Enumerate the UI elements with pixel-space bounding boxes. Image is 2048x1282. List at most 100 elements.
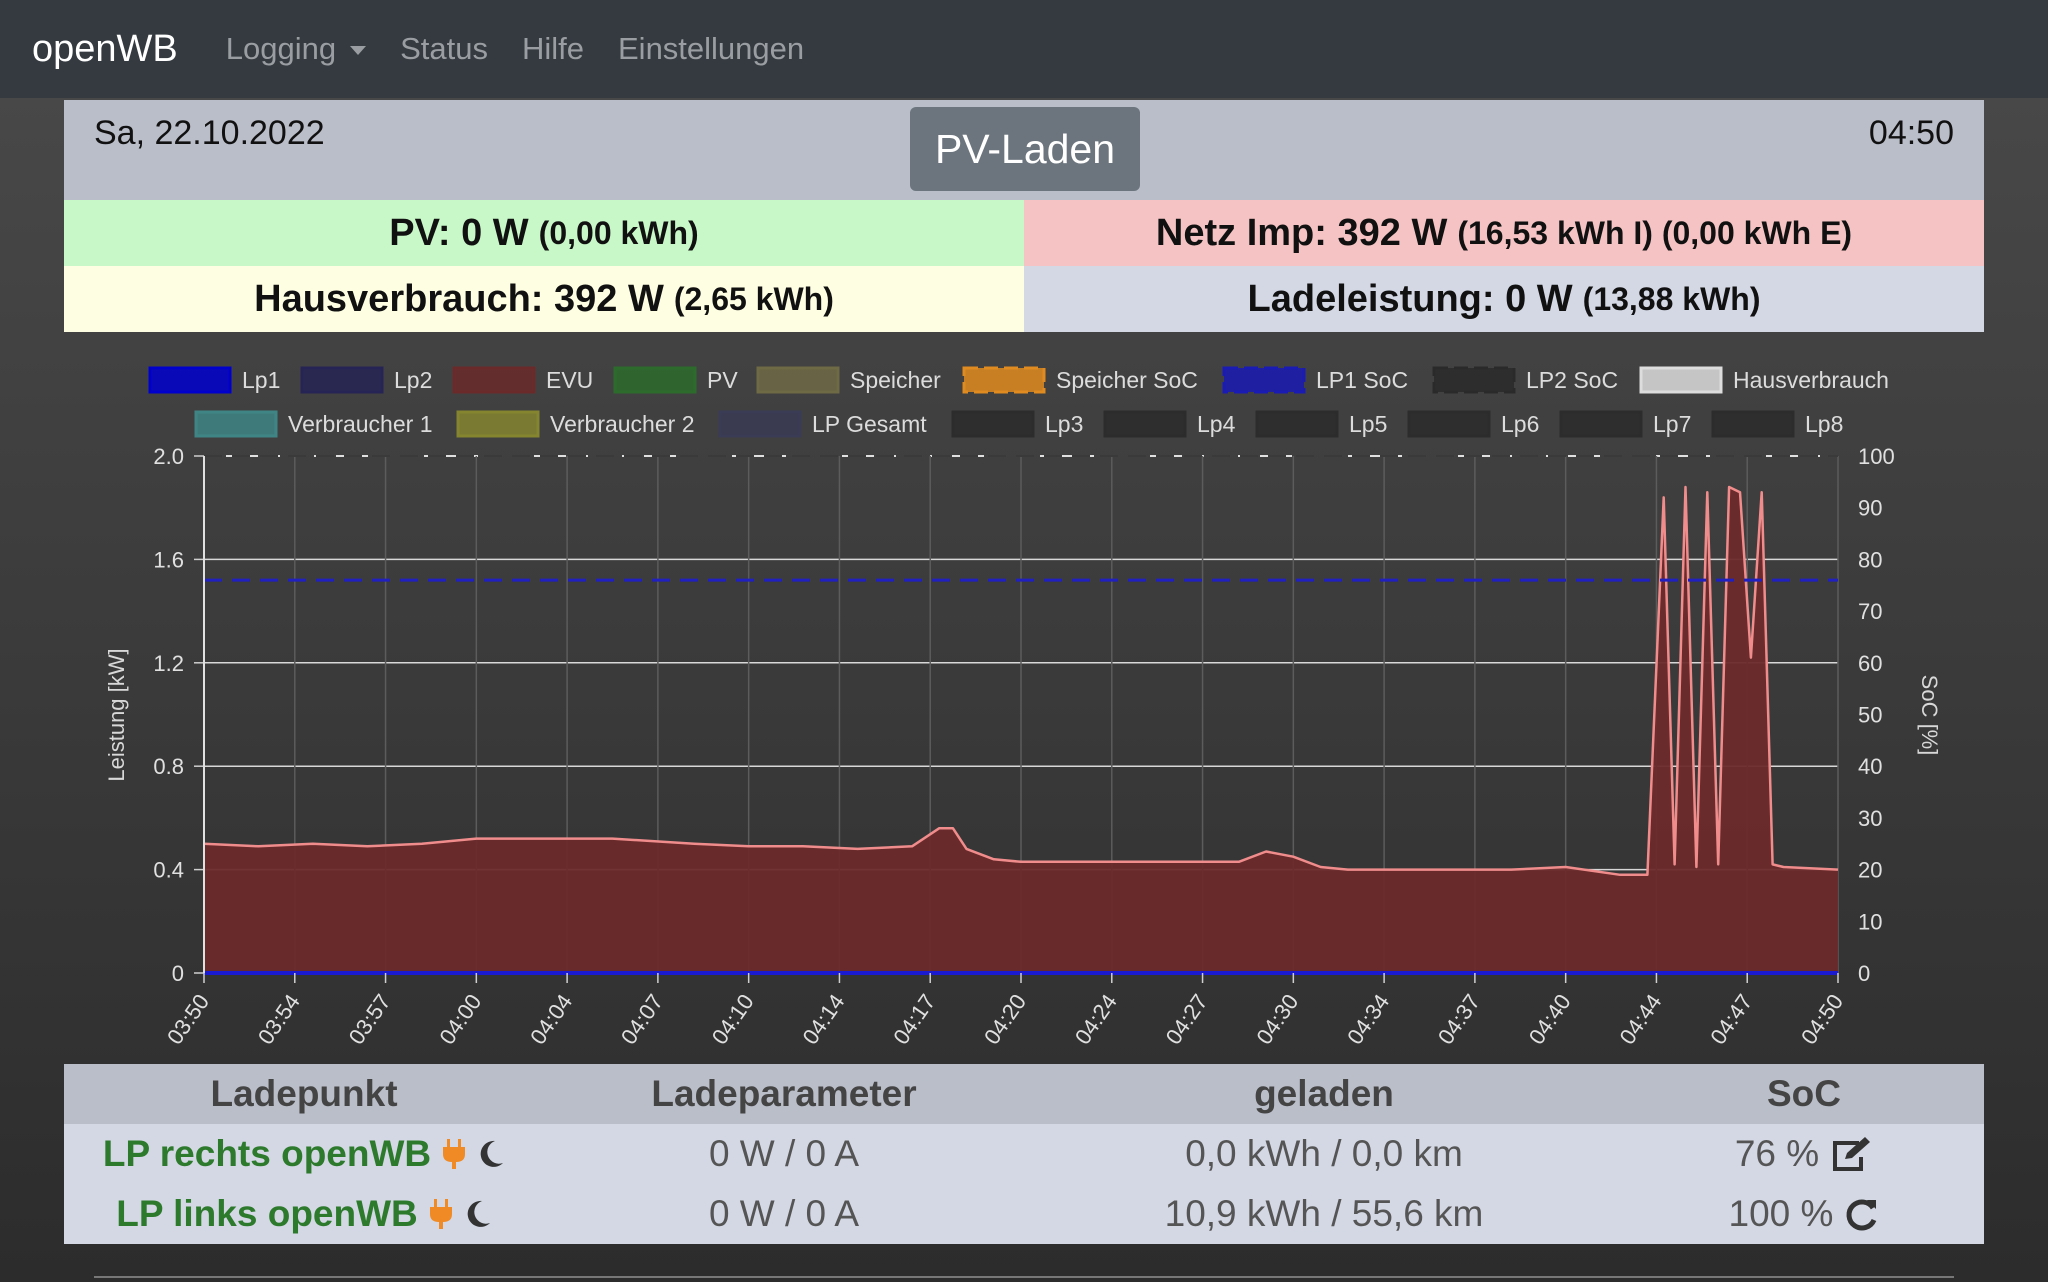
power-summary: PV: 0 W (0,00 kWh) Netz Imp: 392 W (16,5…: [64, 200, 1984, 332]
header-ladeparameter: Ladeparameter: [651, 1073, 917, 1114]
x-tick-label: 04:27: [1161, 990, 1213, 1049]
current-date: Sa, 22.10.2022: [94, 114, 325, 152]
y2-tick-label: 50: [1858, 703, 1882, 728]
nav-einstellungen[interactable]: Einstellungen: [618, 31, 805, 66]
legend-swatch[interactable]: [1222, 366, 1306, 394]
y2-tick-label: 40: [1858, 754, 1882, 779]
y2-tick-label: 60: [1858, 651, 1882, 676]
legend-label[interactable]: Verbraucher 1: [288, 411, 432, 437]
charge-mode-button[interactable]: PV-Laden: [910, 107, 1140, 191]
legend-swatch[interactable]: [718, 410, 802, 438]
legend-label[interactable]: Lp2: [394, 367, 432, 393]
legend-label[interactable]: Lp4: [1197, 411, 1236, 437]
nav-status[interactable]: Status: [400, 31, 488, 66]
table-row: LP links openWB 0 W / 0 A 10,9 kWh / 55,…: [64, 1184, 1984, 1244]
legend-swatch[interactable]: [1103, 410, 1187, 438]
legend-label[interactable]: LP1 SoC: [1316, 367, 1408, 393]
y-tick-label: 0.8: [153, 754, 184, 779]
chargepoint-name: LP rechts openWB: [102, 1133, 432, 1174]
header-ladepunkt: Ladepunkt: [210, 1073, 398, 1114]
chart-legend: Lp1 Lp2 EVU PV Speicher Speicher SoC LP1 SoC LP…: [148, 366, 1889, 438]
chargepoint-table: Ladepunkt Ladeparameter geladen SoC LP r…: [64, 1064, 1984, 1244]
y-tick-label: 0: [172, 961, 184, 986]
legend-label[interactable]: Lp7: [1653, 411, 1691, 437]
charged-amount: 0,0 kWh / 0,0 km: [1185, 1133, 1463, 1174]
legend-swatch[interactable]: [194, 410, 278, 438]
pv-power: PV: 0 W: [389, 211, 529, 254]
y2-tick-label: 10: [1858, 909, 1882, 934]
legend-label[interactable]: Speicher: [850, 367, 941, 393]
legend-label[interactable]: Lp8: [1805, 411, 1843, 437]
grid-summary: Netz Imp: 392 W (16,53 kWh I) (0,00 kWh …: [1024, 200, 1984, 266]
header-geladen: geladen: [1254, 1073, 1394, 1114]
charged-amount: 10,9 kWh / 55,6 km: [1164, 1193, 1484, 1234]
legend-label[interactable]: Speicher SoC: [1056, 367, 1198, 393]
y-tick-label: 1.2: [153, 651, 184, 676]
soc-cell: 76 %: [1624, 1124, 1984, 1184]
y-tick-label: 0.4: [153, 858, 184, 883]
charge-power: Ladeleistung: 0 W: [1247, 277, 1573, 320]
x-tick-label: 04:24: [1070, 990, 1122, 1049]
plug-icon: [429, 1199, 452, 1229]
chargepoint-name-cell[interactable]: LP links openWB: [64, 1184, 544, 1244]
x-tick-label: 04:04: [525, 990, 577, 1049]
y2-axis-title: SoC [%]: [1917, 675, 1942, 756]
legend-swatch[interactable]: [456, 410, 540, 438]
legend-swatch[interactable]: [148, 366, 232, 394]
legend-swatch[interactable]: [1711, 410, 1795, 438]
x-tick-label: 04:34: [1342, 990, 1394, 1049]
legend-label[interactable]: Lp6: [1501, 411, 1539, 437]
legend-label[interactable]: LP Gesamt: [812, 411, 927, 437]
chargepoint-name: LP links openWB: [116, 1193, 418, 1234]
current-time: 04:50: [1868, 114, 1954, 152]
x-tick-label: 04:40: [1524, 990, 1576, 1049]
table-row: LP rechts openWB 0 W / 0 A 0,0 kWh / 0,0…: [64, 1124, 1984, 1184]
legend-swatch[interactable]: [613, 366, 697, 394]
legend-swatch[interactable]: [756, 366, 840, 394]
grid-power: Netz Imp: 392 W: [1155, 211, 1448, 254]
evu-series-line: [203, 485, 1839, 877]
legend-swatch[interactable]: [1559, 410, 1643, 438]
legend-swatch[interactable]: [962, 366, 1046, 394]
y2-tick-label: 90: [1858, 496, 1882, 521]
legend-swatch[interactable]: [1639, 366, 1723, 394]
legend-swatch[interactable]: [452, 366, 536, 394]
legend-label[interactable]: Hausverbrauch: [1733, 367, 1889, 393]
legend-label[interactable]: EVU: [546, 367, 593, 393]
legend-label[interactable]: Lp5: [1349, 411, 1387, 437]
power-chart: Lp1 Lp2 EVU PV Speicher Speicher SoC LP1 SoC LP…: [104, 366, 1942, 1049]
legend-label[interactable]: Lp1: [242, 367, 280, 393]
chargepoint-name-cell[interactable]: LP rechts openWB: [64, 1124, 544, 1184]
house-summary: Hausverbrauch: 392 W (2,65 kWh): [64, 266, 1024, 332]
nav-logging-dropdown[interactable]: Logging: [226, 31, 367, 67]
charge-energy: (13,88 kWh): [1582, 280, 1761, 317]
legend-swatch[interactable]: [1407, 410, 1491, 438]
refresh-icon[interactable]: [1843, 1196, 1879, 1232]
navbar: openWB Logging Status Hilfe Einstellunge…: [0, 0, 2048, 98]
legend-swatch[interactable]: [1255, 410, 1339, 438]
legend-label[interactable]: Lp3: [1045, 411, 1083, 437]
brand-logo[interactable]: openWB: [32, 27, 178, 70]
legend-swatch[interactable]: [1432, 366, 1516, 394]
y2-tick-label: 0: [1858, 961, 1870, 986]
soc-value: 100 %: [1728, 1193, 1834, 1234]
legend-swatch[interactable]: [951, 410, 1035, 438]
moon-icon: [480, 1140, 504, 1167]
house-energy: (2,65 kWh): [673, 280, 834, 317]
grid-energy: (16,53 kWh I) (0,00 kWh E): [1457, 214, 1853, 251]
legend-label[interactable]: PV: [707, 367, 738, 393]
soc-value: 76 %: [1734, 1133, 1820, 1174]
charge-params: 0 W / 0 A: [708, 1193, 860, 1234]
nav-hilfe[interactable]: Hilfe: [521, 31, 584, 66]
y2-tick-label: 30: [1858, 806, 1882, 831]
x-tick-label: 04:20: [979, 990, 1031, 1049]
evu-series-area: [204, 487, 1838, 973]
y2-tick-label: 80: [1858, 547, 1882, 572]
legend-label[interactable]: LP2 SoC: [1526, 367, 1618, 393]
legend-label[interactable]: Verbraucher 2: [550, 411, 694, 437]
y-axis-title: Leistung [kW]: [104, 648, 129, 781]
table-header-row: Ladepunkt Ladeparameter geladen SoC: [64, 1064, 1984, 1124]
charge-params: 0 W / 0 A: [708, 1133, 860, 1174]
legend-swatch[interactable]: [300, 366, 384, 394]
edit-icon[interactable]: [1829, 1135, 1873, 1173]
